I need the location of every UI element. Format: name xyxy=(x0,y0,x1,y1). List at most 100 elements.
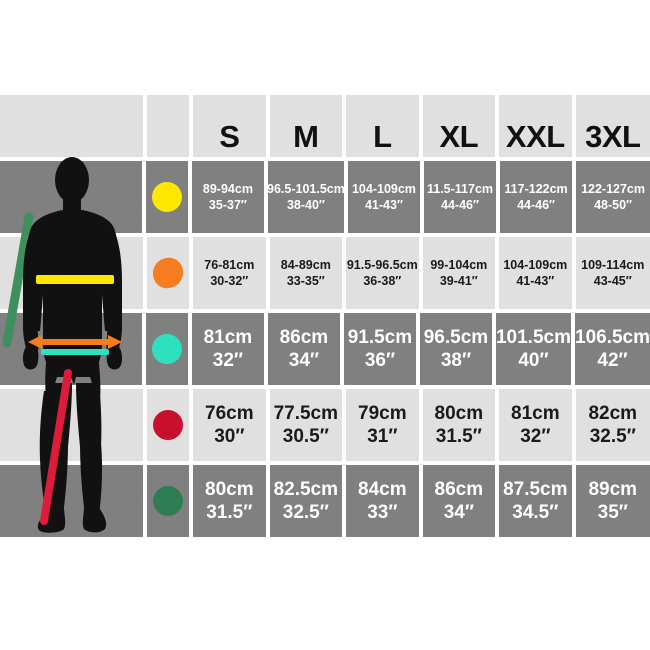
value-in: 36-38″ xyxy=(363,274,402,288)
figure-cell xyxy=(0,237,144,309)
cell-hip-s: 81cm 32″ xyxy=(191,313,264,385)
cell-inseam-l: 79cm 31″ xyxy=(346,389,419,461)
value-cm: 109-114cm xyxy=(581,258,645,272)
value-cm: 87.5cm xyxy=(503,478,568,500)
value-cm: 76-81cm xyxy=(204,258,255,272)
sleeve-marker-icon xyxy=(153,486,184,516)
value-cm: 89-94cm xyxy=(202,182,253,196)
value-in: 34″ xyxy=(288,350,320,371)
value-in: 32″ xyxy=(520,426,551,447)
table-row-sleeve: 80cm 31.5″ 82.5cm 32.5″ 84cm 33″ 86cm 34… xyxy=(0,465,650,537)
cell-chest-xl: 11.5-117cm 44-46″ xyxy=(423,161,497,233)
waist-marker-icon xyxy=(151,256,186,290)
header-marker-spacer xyxy=(147,95,190,157)
value-in: 31″ xyxy=(367,426,398,447)
value-cm: 82.5cm xyxy=(273,478,339,500)
value-in: 30.5″ xyxy=(282,426,329,447)
header-size-s: S xyxy=(193,95,266,157)
cell-sleeve-xxl: 87.5cm 34.5″ xyxy=(499,465,572,537)
cell-chest-3xl: 122-127cm 48-50″ xyxy=(576,161,650,233)
value-cm: 80cm xyxy=(434,402,484,424)
header-size-l: L xyxy=(346,95,419,157)
inseam-marker-icon xyxy=(153,410,184,440)
value-in: 30-32″ xyxy=(210,274,249,288)
value-cm: 86cm xyxy=(434,478,484,500)
value-in: 38-40″ xyxy=(286,198,325,212)
marker-cell-hip xyxy=(146,313,188,385)
value-in: 31.5″ xyxy=(206,502,253,523)
value-in: 35-37″ xyxy=(208,198,247,212)
value-in: 40″ xyxy=(518,350,549,371)
header-size-3xl: 3XL xyxy=(575,95,650,157)
value-cm: 104-109cm xyxy=(351,182,416,196)
marker-cell-waist xyxy=(147,237,190,309)
header-size-m: M xyxy=(269,95,343,157)
size-label: S xyxy=(219,119,240,155)
value-in: 48-50″ xyxy=(594,198,633,212)
value-cm: 96.5-101.5cm xyxy=(267,182,345,196)
size-label: M xyxy=(293,119,319,155)
marker-cell-inseam xyxy=(147,389,190,461)
value-cm: 81cm xyxy=(203,326,253,348)
cell-inseam-3xl: 82cm 32.5″ xyxy=(575,389,650,461)
header-figure-spacer xyxy=(0,95,144,157)
marker-cell-chest xyxy=(146,161,188,233)
cell-waist-m: 84-89cm 33-35″ xyxy=(269,237,343,309)
table-row-hip: 81cm 32″ 86cm 34″ 91.5cm 36″ 96.5cm 38″ … xyxy=(0,313,650,385)
value-in: 32.5″ xyxy=(589,426,636,447)
value-cm: 86cm xyxy=(279,326,329,348)
cell-hip-3xl: 106.5cm 42″ xyxy=(575,313,650,385)
size-label: XXL xyxy=(505,119,565,155)
figure-cell xyxy=(0,313,143,385)
table-row-chest: 89-94cm 35-37″ 96.5-101.5cm 38-40″ 104-1… xyxy=(0,161,650,233)
size-label: L xyxy=(373,119,392,155)
value-in: 30″ xyxy=(214,426,245,447)
cell-inseam-xxl: 81cm 32″ xyxy=(499,389,572,461)
value-in: 31.5″ xyxy=(435,426,482,447)
value-in: 39-41″ xyxy=(439,274,478,288)
value-cm: 91.5cm xyxy=(347,326,413,348)
value-cm: 91.5-96.5cm xyxy=(346,258,418,272)
value-in: 42″ xyxy=(597,350,628,371)
value-cm: 96.5cm xyxy=(423,326,489,348)
cell-hip-xxl: 101.5cm 40″ xyxy=(495,313,571,385)
header-size-xxl: XXL xyxy=(499,95,572,157)
size-label: XL xyxy=(439,119,479,155)
cell-hip-m: 86cm 34″ xyxy=(267,313,340,385)
value-cm: 11.5-117cm xyxy=(426,182,494,196)
cell-waist-s: 76-81cm 30-32″ xyxy=(193,237,266,309)
cell-inseam-s: 76cm 30″ xyxy=(193,389,266,461)
value-in: 38″ xyxy=(440,350,472,371)
value-cm: 101.5cm xyxy=(495,326,571,348)
cell-inseam-xl: 80cm 31.5″ xyxy=(422,389,496,461)
cell-waist-xxl: 104-109cm 41-43″ xyxy=(499,237,572,309)
cell-chest-s: 89-94cm 35-37″ xyxy=(191,161,264,233)
cell-sleeve-xl: 86cm 34″ xyxy=(422,465,496,537)
chart-header-row: S M L XL XXL 3XL xyxy=(0,95,650,157)
cell-hip-xl: 96.5cm 38″ xyxy=(419,313,492,385)
value-in: 41-43″ xyxy=(364,198,403,212)
value-cm: 84-89cm xyxy=(280,258,331,272)
value-in: 32″ xyxy=(212,350,243,371)
value-cm: 122-127cm xyxy=(581,182,646,196)
cell-sleeve-m: 82.5cm 32.5″ xyxy=(269,465,343,537)
value-cm: 117-122cm xyxy=(504,182,568,196)
value-in: 32.5″ xyxy=(282,502,329,523)
value-cm: 82cm xyxy=(588,402,638,424)
size-chart: S M L XL XXL 3XL 89-94cm 35-37″ 96.5-101… xyxy=(0,95,650,537)
size-label: 3XL xyxy=(585,119,641,155)
value-in: 34.5″ xyxy=(512,502,559,523)
value-cm: 81cm xyxy=(511,402,560,424)
value-cm: 104-109cm xyxy=(503,258,568,272)
table-row-inseam: 76cm 30″ 77.5cm 30.5″ 79cm 31″ 80cm 31.5… xyxy=(0,389,650,461)
cell-waist-l: 91.5-96.5cm 36-38″ xyxy=(346,237,419,309)
value-in: 36″ xyxy=(364,350,396,371)
cell-inseam-m: 77.5cm 30.5″ xyxy=(269,389,343,461)
cell-chest-l: 104-109cm 41-43″ xyxy=(347,161,420,233)
cell-chest-xxl: 117-122cm 44-46″ xyxy=(500,161,573,233)
cell-waist-3xl: 109-114cm 43-45″ xyxy=(575,237,650,309)
value-in: 44-46″ xyxy=(517,198,556,212)
figure-cell xyxy=(0,465,144,537)
table-row-waist: 76-81cm 30-32″ 84-89cm 33-35″ 91.5-96.5c… xyxy=(0,237,650,309)
figure-cell xyxy=(0,389,144,461)
